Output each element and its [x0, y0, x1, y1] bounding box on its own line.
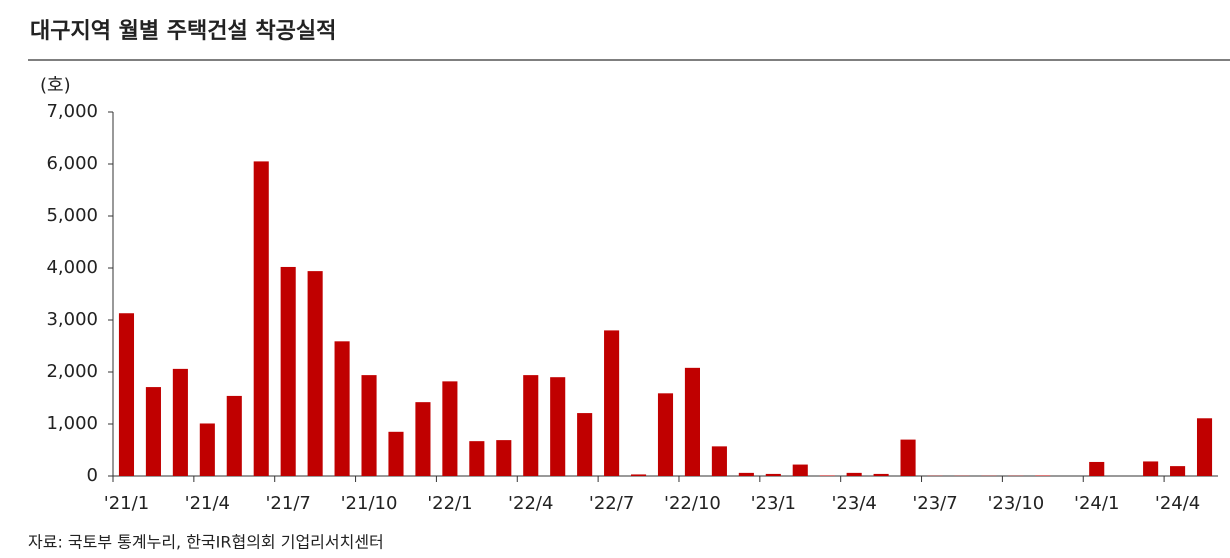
y-tick-label: 0 [87, 465, 98, 486]
x-tick-label: '22/4 [508, 493, 553, 514]
x-tick-label: '21/4 [185, 493, 230, 514]
x-tick-label: '24/1 [1074, 493, 1119, 514]
bar [1089, 461, 1105, 476]
x-tick-label: '24/4 [1155, 493, 1200, 514]
bar [1035, 475, 1051, 476]
bar [361, 375, 377, 476]
x-tick-label: '22/7 [589, 493, 634, 514]
bar [280, 266, 296, 476]
bar [172, 368, 188, 476]
x-tick-label: '23/10 [987, 493, 1044, 514]
y-tick-label: 7,000 [46, 101, 98, 122]
chart-title: 대구지역 월별 주택건설 착공실적 [30, 19, 336, 44]
bar [1170, 466, 1186, 476]
bar [900, 439, 916, 476]
y-tick-label: 5,000 [46, 205, 98, 226]
bar [307, 271, 323, 476]
bar [442, 381, 458, 476]
x-tick-label: '21/10 [341, 493, 398, 514]
bar [604, 330, 620, 476]
bar [496, 440, 512, 476]
bar [819, 475, 835, 476]
bar [388, 431, 404, 476]
bar [792, 464, 808, 476]
y-tick-label: 2,000 [46, 361, 98, 382]
y-tick-label: 1,000 [46, 413, 98, 434]
bar [577, 413, 593, 476]
bar [469, 441, 485, 476]
bar [145, 387, 161, 476]
bar [873, 473, 889, 476]
bar [550, 377, 566, 476]
x-tick-label: '21/1 [104, 493, 149, 514]
bar [711, 446, 727, 476]
bar [846, 472, 862, 476]
bar [253, 161, 269, 476]
bar [1196, 418, 1213, 476]
source-note: 자료: 국토부 통계누리, 한국IR협의회 기업리서치센터 [28, 533, 384, 552]
x-tick-label: '23/1 [751, 493, 796, 514]
x-tick-label: '22/10 [664, 493, 721, 514]
unit-label: (호) [40, 75, 71, 96]
bar [657, 393, 674, 476]
y-tick-label: 6,000 [46, 153, 98, 174]
bar [415, 402, 431, 476]
y-tick-label: 3,000 [46, 309, 98, 330]
bar [334, 341, 350, 476]
y-tick-label: 4,000 [46, 257, 98, 278]
x-tick-label: '21/7 [265, 493, 310, 514]
bar [765, 473, 781, 476]
bar [199, 423, 215, 476]
x-tick-label: '23/4 [831, 493, 876, 514]
x-tick-label: '22/1 [427, 493, 472, 514]
bar [684, 367, 700, 476]
bar [738, 472, 754, 476]
bar [226, 395, 242, 476]
bar [523, 375, 539, 476]
bar [1143, 461, 1159, 476]
bar [118, 313, 135, 476]
x-tick-label: '23/7 [912, 493, 957, 514]
bar [631, 474, 647, 476]
